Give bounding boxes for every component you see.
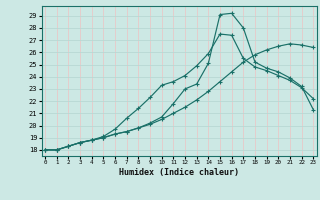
X-axis label: Humidex (Indice chaleur): Humidex (Indice chaleur) xyxy=(119,168,239,177)
